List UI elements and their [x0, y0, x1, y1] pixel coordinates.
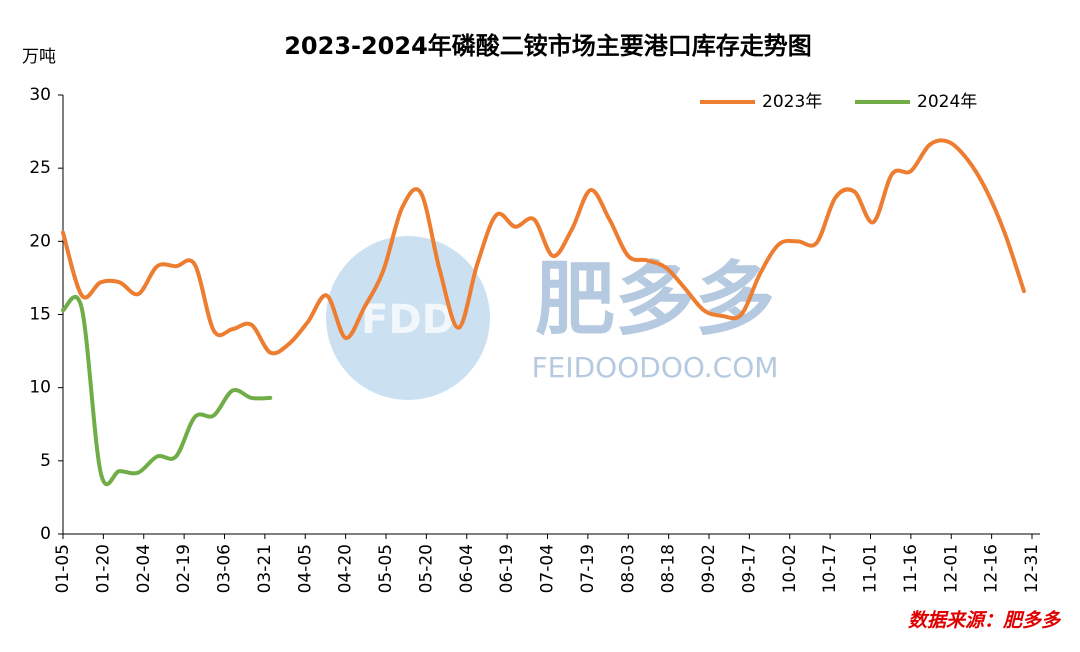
x-tick-label: 06-19	[497, 544, 517, 593]
watermark-logo-circle	[326, 236, 490, 400]
x-tick-label: 07-19	[578, 544, 598, 593]
y-tick-label: 15	[29, 305, 51, 325]
x-tick-label: 01-20	[93, 544, 113, 593]
x-tick-label: 08-03	[618, 544, 638, 593]
chart-title: 2023-2024年磷酸二铵市场主要港口库存走势图	[284, 32, 812, 60]
legend-label: 2023年	[762, 92, 822, 112]
x-tick-label: 01-05	[53, 544, 73, 593]
x-tick-label: 05-20	[416, 544, 436, 593]
y-tick-label: 0	[40, 524, 51, 544]
x-tick-label: 07-04	[538, 544, 558, 593]
x-tick-label: 12-31	[1022, 544, 1042, 593]
x-tick-label: 03-06	[215, 544, 235, 593]
series-line	[61, 295, 273, 486]
watermark-url: FEIDOODOO.COM	[532, 351, 779, 384]
x-tick-label: 12-01	[941, 544, 961, 593]
source: 数据来源：肥多多	[908, 610, 1062, 632]
x-tick-label: 12-16	[982, 544, 1002, 593]
y-tick-label: 5	[40, 451, 51, 471]
y-tick-label: 25	[29, 158, 51, 178]
x-tick-label: 10-02	[780, 544, 800, 593]
watermark-name: 肥多多	[535, 253, 775, 346]
x-tick-label: 05-05	[376, 544, 396, 593]
legend-label: 2024年	[917, 92, 977, 112]
x-tick-label: 04-20	[336, 544, 356, 593]
y-tick-label: 10	[29, 378, 51, 398]
y-tick-label: 20	[29, 231, 51, 251]
x-tick-label: 11-16	[901, 544, 921, 593]
y-tick-label: 30	[29, 85, 51, 105]
y-axis-label: 万吨	[22, 47, 56, 67]
x-tick-label: 06-04	[457, 544, 477, 593]
x-tick-label: 11-01	[861, 544, 881, 593]
x-tick-label: 02-19	[174, 544, 194, 593]
x-tick-label: 09-17	[739, 544, 759, 593]
x-tick-label: 02-04	[134, 544, 154, 593]
x-tick-label: 09-02	[699, 544, 719, 593]
x-tick-label: 04-05	[295, 544, 315, 593]
watermark-logo: FDD	[361, 297, 455, 343]
watermark: FDD 肥多多 FEIDOODOO.COM	[326, 236, 778, 400]
x-tick-label: 08-18	[659, 544, 679, 593]
x-tick-label: 10-17	[820, 544, 840, 593]
x-tick-label: 03-21	[255, 544, 275, 593]
series-line	[61, 138, 1026, 356]
